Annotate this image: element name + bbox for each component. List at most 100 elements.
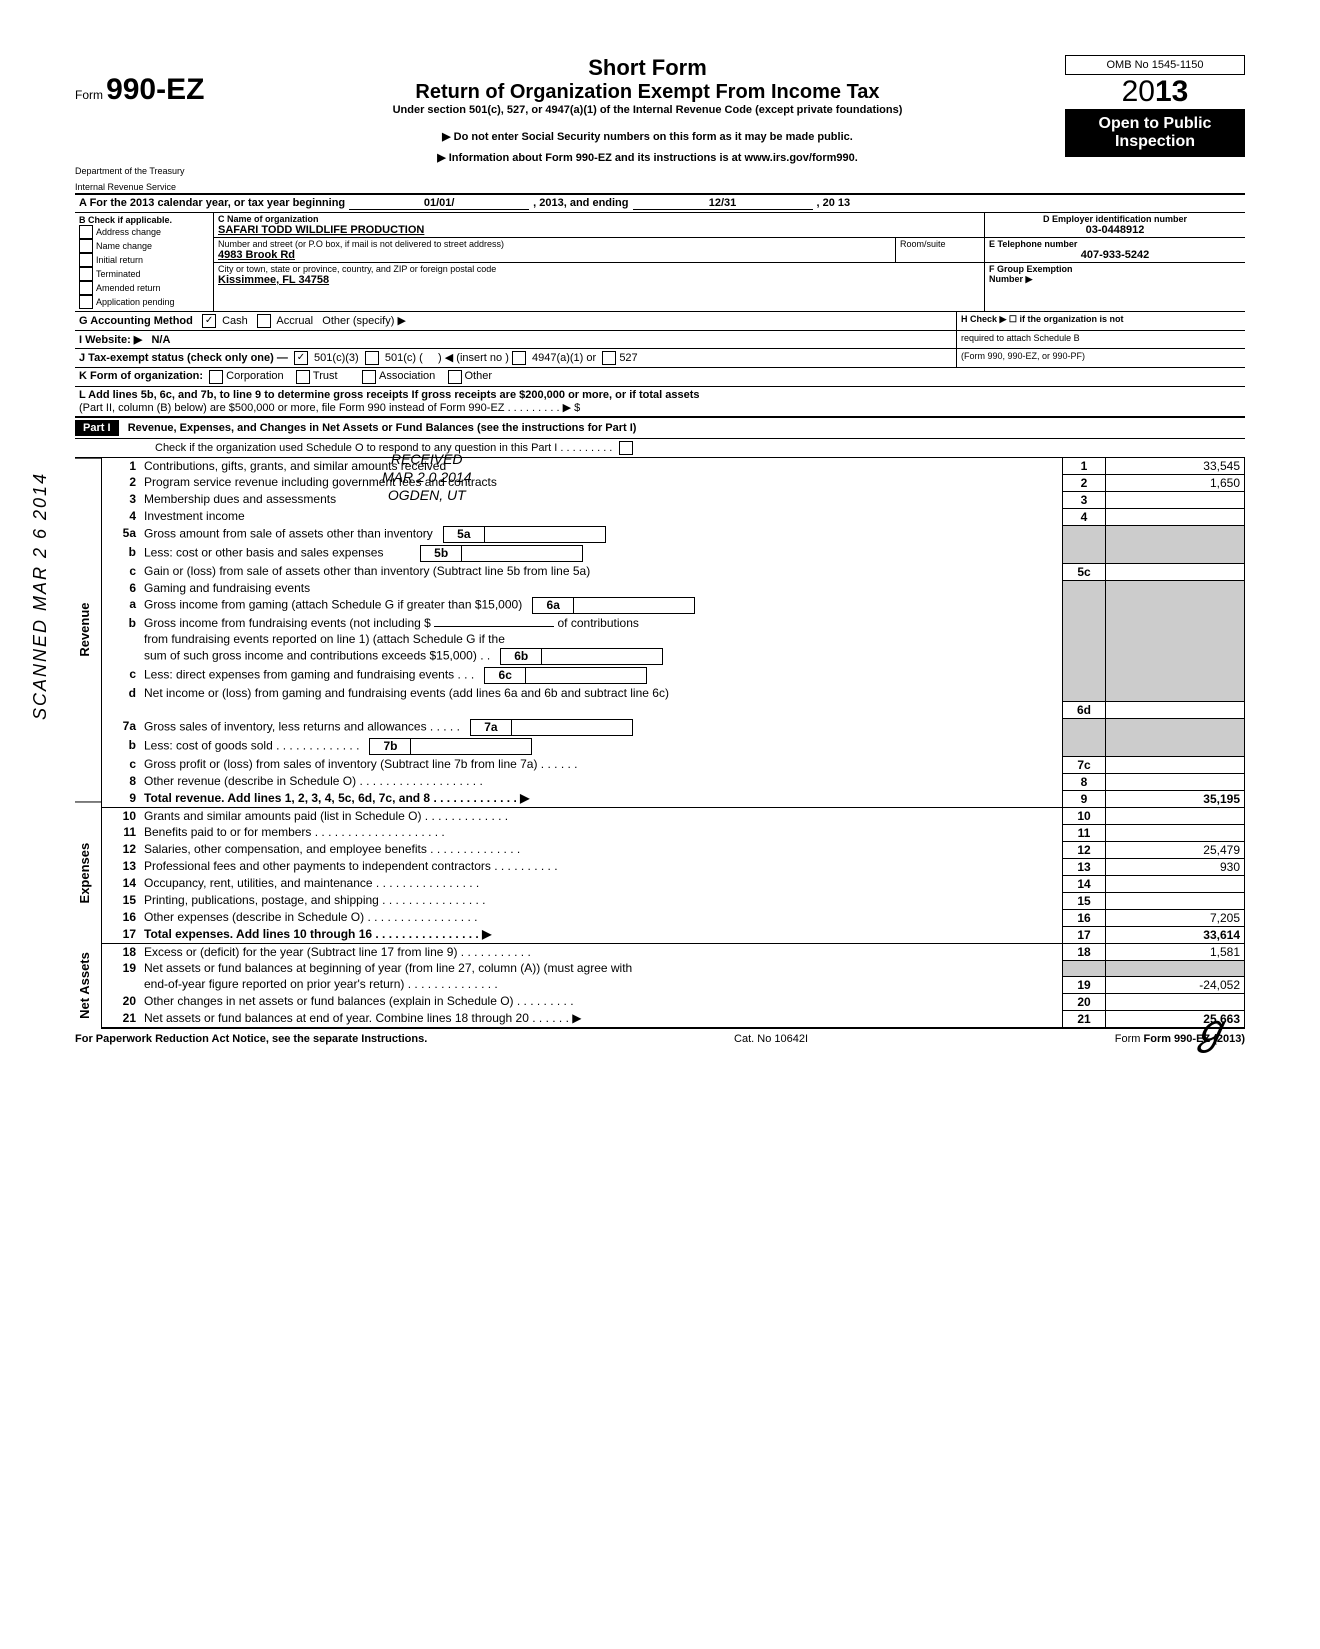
tax-year: 2013 xyxy=(1065,75,1245,109)
line-10-val xyxy=(1106,807,1245,824)
addr-label: Number and street (or P.O box, if mail i… xyxy=(218,239,891,249)
part1-check-row: Check if the organization used Schedule … xyxy=(75,439,1245,458)
j-4947-check[interactable] xyxy=(512,351,526,365)
line-7b-text: Less: cost of goods sold . . . . . . . .… xyxy=(140,737,1063,756)
revenue-label: Revenue xyxy=(75,458,101,801)
line-20-text: Other changes in net assets or fund bala… xyxy=(140,993,1063,1010)
c-label: C Name of organization xyxy=(218,214,980,224)
j-501c-check[interactable] xyxy=(365,351,379,365)
line-a-mid: , 2013, and ending xyxy=(533,197,628,210)
line-a-end: 12/31 xyxy=(633,197,813,210)
form-page: SCANNED MAR 2 6 2014 Form 990-EZ Departm… xyxy=(0,0,1320,1085)
row-j: J Tax-exempt status (check only one) — ✓… xyxy=(75,349,1245,368)
line-1-val: 33,545 xyxy=(1106,458,1245,475)
line-10-text: Grants and similar amounts paid (list in… xyxy=(140,807,1063,824)
line-7c-text: Gross profit or (loss) from sales of inv… xyxy=(140,756,1063,773)
line-12-text: Salaries, other compensation, and employ… xyxy=(140,841,1063,858)
line-6d-val xyxy=(1106,701,1245,718)
g-cash-check[interactable]: ✓ xyxy=(202,314,216,328)
line-13-text: Professional fees and other payments to … xyxy=(140,858,1063,875)
col-c: C Name of organization SAFARI TODD WILDL… xyxy=(214,213,985,312)
k-other-check[interactable] xyxy=(448,370,462,384)
line-6b-text3: sum of such gross income and contributio… xyxy=(140,647,1063,666)
ein-value: 03-0448912 xyxy=(989,224,1241,236)
line-11-text: Benefits paid to or for members . . . . … xyxy=(140,824,1063,841)
k-label: K Form of organization: xyxy=(79,370,203,384)
b-label: B Check if applicable. xyxy=(79,215,209,225)
line-18-val: 1,581 xyxy=(1106,943,1245,960)
e-label: E Telephone number xyxy=(989,239,1241,249)
k-trust-check[interactable] xyxy=(296,370,310,384)
line-5c-val xyxy=(1106,563,1245,580)
b-check-initial[interactable]: Initial return xyxy=(79,253,209,267)
scanned-stamp-side: SCANNED MAR 2 6 2014 xyxy=(30,472,51,720)
part1-check-box[interactable] xyxy=(619,441,633,455)
page-footer: For Paperwork Reduction Act Notice, see … xyxy=(75,1033,1245,1045)
line-8-text: Other revenue (describe in Schedule O) .… xyxy=(140,773,1063,790)
row-i: I Website: ▶ N/A required to attach Sche… xyxy=(75,331,1245,349)
k-assoc-check[interactable] xyxy=(362,370,376,384)
netassets-label: Net Assets xyxy=(75,943,101,1029)
j-527-check[interactable] xyxy=(602,351,616,365)
line-a: A For the 2013 calendar year, or tax yea… xyxy=(75,193,1245,213)
row-g-h: G Accounting Method ✓ Cash Accrual Other… xyxy=(75,312,1245,331)
row-k: K Form of organization: Corporation Trus… xyxy=(75,368,1245,387)
line-17-text: Total expenses. Add lines 10 through 16 … xyxy=(140,926,1063,943)
line-5b-text: Less: cost or other basis and sales expe… xyxy=(140,544,1063,563)
form-number-block: Form 990-EZ Department of the Treasury I… xyxy=(75,55,230,193)
line-3-text: Membership dues and assessments xyxy=(140,491,1063,508)
expenses-label: Expenses xyxy=(75,801,101,943)
website-value: N/A xyxy=(151,334,170,346)
part1-title: Revenue, Expenses, and Changes in Net As… xyxy=(128,422,637,434)
footer-cat: Cat. No 10642I xyxy=(734,1033,808,1045)
received-stamp: RECEIVED MAR 2 0 2014 OGDEN, UT xyxy=(382,450,472,505)
line-3-val xyxy=(1106,491,1245,508)
l-line1: L Add lines 5b, 6c, and 7b, to line 9 to… xyxy=(79,389,1241,401)
b-check-address[interactable]: Address change xyxy=(79,225,209,239)
line-13-val: 930 xyxy=(1106,858,1245,875)
form-number: 990-EZ xyxy=(106,73,204,106)
section-sidebar: Revenue Expenses Net Assets xyxy=(75,458,102,1029)
b-check-amended[interactable]: Amended return xyxy=(79,281,209,295)
i-label: I Website: ▶ xyxy=(79,334,142,346)
line-11-val xyxy=(1106,824,1245,841)
line-7c-val xyxy=(1106,756,1245,773)
line-17-val: 33,614 xyxy=(1106,926,1245,943)
line-a-label: A For the 2013 calendar year, or tax yea… xyxy=(79,197,345,210)
line-19-val: -24,052 xyxy=(1106,976,1245,993)
city-label: City or town, state or province, country… xyxy=(218,264,980,274)
line-2-val: 1,650 xyxy=(1106,474,1245,491)
line-5a-text: Gross amount from sale of assets other t… xyxy=(140,525,1063,544)
row-l: L Add lines 5b, 6c, and 7b, to line 9 to… xyxy=(75,387,1245,418)
signature-mark: ℊ xyxy=(1190,997,1230,1055)
f-label: F Group Exemption xyxy=(989,264,1241,274)
line-6a-text: Gross income from gaming (attach Schedul… xyxy=(140,596,1063,615)
line-21-text: Net assets or fund balances at end of ye… xyxy=(140,1010,1063,1028)
g-label: G Accounting Method xyxy=(79,315,193,327)
l-line2: (Part II, column (B) below) are $500,000… xyxy=(79,401,1241,414)
dept-treasury: Department of the Treasury xyxy=(75,167,230,177)
line-a-begin: 01/01/ xyxy=(349,197,529,210)
right-block: OMB No 1545-1150 2013 Open to Public Ins… xyxy=(1065,55,1245,193)
col-b: B Check if applicable. Address change Na… xyxy=(75,213,214,312)
line-19-text2: end-of-year figure reported on prior yea… xyxy=(140,976,1063,993)
omb-number: OMB No 1545-1150 xyxy=(1065,55,1245,75)
j-501c3-check[interactable]: ✓ xyxy=(294,351,308,365)
title-block: Short Form Return of Organization Exempt… xyxy=(230,55,1065,193)
open-to-public: Open to Public Inspection xyxy=(1065,109,1245,157)
b-check-pending[interactable]: Application pending xyxy=(79,295,209,309)
j-label: J Tax-exempt status (check only one) — xyxy=(79,352,288,364)
part1-header-row: Part I Revenue, Expenses, and Changes in… xyxy=(75,418,1245,439)
line-6d-text: Net income or (loss) from gaming and fun… xyxy=(140,685,1063,701)
d-label: D Employer identification number xyxy=(989,214,1241,224)
line-6-text: Gaming and fundraising events xyxy=(140,580,1063,596)
line-a-tail: , 20 13 xyxy=(817,197,851,210)
b-check-name[interactable]: Name change xyxy=(79,239,209,253)
b-check-terminated[interactable]: Terminated xyxy=(79,267,209,281)
header-row: Form 990-EZ Department of the Treasury I… xyxy=(75,55,1245,193)
g-accrual-check[interactable] xyxy=(257,314,271,328)
k-corp-check[interactable] xyxy=(209,370,223,384)
line-1-text: Contributions, gifts, grants, and simila… xyxy=(140,458,1063,475)
line-6b-text: Gross income from fundraising events (no… xyxy=(140,615,1063,631)
entity-grid: B Check if applicable. Address change Na… xyxy=(75,213,1245,312)
